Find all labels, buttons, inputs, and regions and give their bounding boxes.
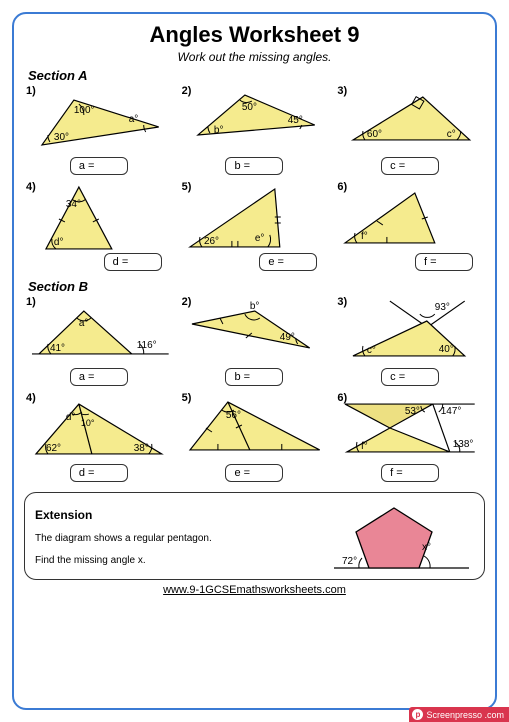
triangle-b2: b° 49° [180, 296, 330, 368]
cell-b1: 1) a° 41° 116° a = [24, 296, 174, 390]
answer-box[interactable]: b = [225, 157, 283, 175]
answer-box[interactable]: e = [225, 464, 283, 482]
svg-text:d°: d° [66, 412, 76, 423]
svg-text:a°: a° [129, 114, 139, 125]
triangle-b4: d° 10° 62° 38° [24, 392, 174, 464]
triangle-b1: a° 41° 116° [24, 296, 174, 368]
answer-box[interactable]: d = [70, 464, 128, 482]
svg-text:116°: 116° [137, 340, 157, 351]
svg-text:x°: x° [422, 542, 431, 553]
answer-box[interactable]: d = [104, 253, 162, 271]
answer-box[interactable]: a = [70, 157, 128, 175]
section-b-label: Section B [28, 279, 485, 294]
cell-b5: 5) 56° e = [180, 392, 330, 486]
answer-box[interactable]: c = [381, 157, 439, 175]
svg-text:34°: 34° [66, 199, 81, 210]
answer-box[interactable]: c = [381, 368, 439, 386]
svg-text:56°: 56° [226, 410, 241, 421]
triangle-a1: 100° a° 30° [24, 85, 174, 157]
cell-b3: 3) 93° c° 40° c = [335, 296, 485, 390]
answer-box[interactable]: b = [225, 368, 283, 386]
triangle-b6: 53° 147° 138° f° [335, 392, 485, 464]
cell-a1: 1) 100° a° 30° a = [24, 85, 174, 179]
extension-text: Extension The diagram shows a regular pe… [35, 508, 324, 566]
screenpresso-badge: p Screenpresso .com [409, 707, 509, 722]
section-a-label: Section A [28, 68, 485, 83]
svg-text:30°: 30° [54, 132, 69, 143]
cell-a2: 2) 50° 45° b° b = [180, 85, 330, 179]
svg-text:38°: 38° [134, 443, 149, 454]
svg-text:b°: b° [250, 301, 260, 312]
triangle-b5: 56° [180, 392, 330, 464]
section-a-grid: 1) 100° a° 30° a = 2) [24, 85, 485, 275]
svg-text:72°: 72° [342, 556, 357, 567]
page-subtitle: Work out the missing angles. [24, 50, 485, 64]
extension-box: Extension The diagram shows a regular pe… [24, 492, 485, 580]
page-title: Angles Worksheet 9 [24, 22, 485, 48]
cell-b4: 4) d° 10° 62° 38° d = [24, 392, 174, 486]
answer-box[interactable]: a = [70, 368, 128, 386]
svg-text:10°: 10° [81, 418, 95, 428]
svg-text:93°: 93° [435, 302, 450, 313]
svg-text:e°: e° [254, 233, 264, 244]
svg-text:138°: 138° [453, 439, 474, 450]
worksheet-sheet: Angles Worksheet 9 Work out the missing … [12, 12, 497, 710]
cell-b2: 2) b° 49° b = [180, 296, 330, 390]
svg-text:40°: 40° [439, 344, 454, 355]
cell-b6: 6) 53° 147° 138° f° f = [335, 392, 485, 486]
svg-text:d°: d° [54, 237, 64, 248]
answer-box[interactable]: e = [259, 253, 317, 271]
svg-text:f°: f° [361, 231, 368, 242]
triangle-a3: 60° c° [335, 85, 485, 157]
triangle-a5: 26° e° [180, 181, 330, 253]
svg-text:b°: b° [214, 125, 224, 136]
screenpresso-text: Screenpresso .com [426, 710, 504, 720]
svg-text:50°: 50° [242, 102, 257, 113]
pentagon-diagram: 72° x° [324, 498, 474, 576]
triangle-b3: 93° c° 40° [335, 296, 485, 368]
triangle-a4: 34° d° [24, 181, 174, 253]
cell-a3: 3) 60° c° c = [335, 85, 485, 179]
svg-text:62°: 62° [46, 443, 61, 454]
svg-text:c°: c° [367, 345, 376, 356]
cell-a5: 5) 26° e° e = [180, 181, 330, 275]
svg-text:49°: 49° [279, 332, 294, 343]
section-b-grid: 1) a° 41° 116° a = 2) [24, 296, 485, 486]
extension-line2: Find the missing angle x. [35, 555, 146, 566]
extension-heading: Extension [35, 508, 92, 522]
triangle-a6: f° [335, 181, 485, 253]
cell-a6: 6) f° f = [335, 181, 485, 275]
svg-text:26°: 26° [204, 236, 219, 247]
svg-text:53°: 53° [405, 406, 420, 417]
cell-a4: 4) 34° d° d = [24, 181, 174, 275]
svg-text:a°: a° [79, 318, 89, 329]
svg-text:147°: 147° [441, 406, 462, 417]
svg-text:c°: c° [447, 129, 456, 140]
answer-box[interactable]: f = [381, 464, 439, 482]
answer-box[interactable]: f = [415, 253, 473, 271]
svg-text:45°: 45° [287, 115, 302, 126]
triangle-a2: 50° 45° b° [180, 85, 330, 157]
svg-text:60°: 60° [367, 129, 382, 140]
extension-line1: The diagram shows a regular pentagon. [35, 533, 212, 544]
screenpresso-icon: p [412, 709, 423, 720]
footer-link[interactable]: www.9-1GCSEmathsworksheets.com [24, 584, 485, 596]
svg-text:41°: 41° [50, 343, 65, 354]
svg-text:100°: 100° [74, 105, 95, 116]
svg-text:f°: f° [361, 441, 368, 452]
